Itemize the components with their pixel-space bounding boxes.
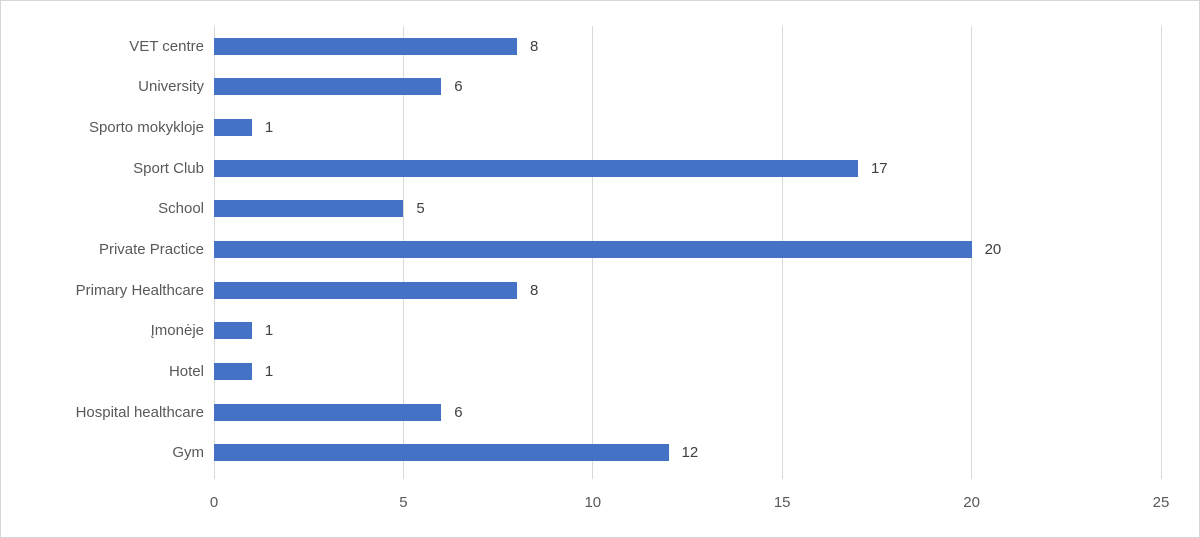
x-tick-label: 5	[399, 494, 408, 511]
bar	[214, 403, 442, 421]
bar	[214, 281, 518, 299]
bar-cell: 5	[214, 189, 1161, 230]
value-label: 1	[264, 119, 274, 137]
value-label: 6	[454, 78, 463, 96]
category-label: VET centre	[129, 37, 204, 55]
bar	[214, 200, 404, 218]
bar-rows: VET centre 8 University 6 Sporto mokykloje 1 S…	[1, 26, 1161, 473]
x-tick-label: 10	[584, 494, 602, 511]
bar	[214, 119, 252, 137]
value-label: 1	[264, 322, 274, 340]
x-tick-label: 20	[963, 494, 980, 511]
bar-cell: 1	[214, 107, 1161, 148]
gridline	[1160, 26, 1162, 479]
bar-cell: 17	[214, 148, 1161, 189]
bar-row: Private Practice 20	[1, 229, 1161, 270]
bar	[214, 78, 442, 96]
bar	[214, 444, 669, 462]
category-label: Primary Healthcare	[75, 281, 204, 299]
bar-row: Hospital healthcare 6	[1, 392, 1161, 433]
bar-cell: 8	[214, 26, 1161, 67]
bar-cell: 1	[214, 351, 1161, 392]
bar-row: Hotel 1	[1, 351, 1161, 392]
x-tick-label: 15	[773, 494, 791, 511]
bar-row: Sporto mokykloje 1	[1, 107, 1161, 148]
bar	[214, 159, 858, 177]
bar-row: Sport Club 17	[1, 148, 1161, 189]
gridline	[971, 26, 973, 479]
bar	[214, 37, 518, 55]
bar-row: Įmonėje 1	[1, 310, 1161, 351]
bar-cell: 8	[214, 270, 1161, 311]
x-axis: 0 5 10 15 20 25	[210, 492, 1170, 514]
value-label: 8	[530, 281, 539, 299]
x-tick-label: 25	[1152, 494, 1170, 511]
bar	[214, 241, 972, 259]
x-tick-label: 0	[209, 494, 219, 511]
category-label: Sporto mokykloje	[88, 119, 204, 137]
bar-cell: 6	[214, 67, 1161, 108]
bar-cell: 1	[214, 310, 1161, 351]
value-label: 17	[870, 159, 888, 177]
value-label: 5	[416, 200, 425, 218]
category-label: Private Practice	[98, 241, 204, 259]
category-label: Gym	[172, 444, 204, 462]
category-label: Sport Club	[133, 159, 204, 177]
category-label: Hotel	[168, 362, 204, 380]
bar-cell: 20	[214, 229, 1161, 270]
value-label: 12	[681, 444, 699, 462]
bar-cell: 6	[214, 392, 1161, 433]
value-label: 1	[264, 362, 274, 380]
bar-row: School 5	[1, 189, 1161, 230]
value-label: 6	[454, 403, 463, 421]
bar-row: Gym 12	[1, 432, 1161, 473]
category-label: Hospital healthcare	[75, 403, 204, 421]
bar-row: VET centre 8	[1, 26, 1161, 67]
bar	[214, 362, 252, 380]
value-label: 20	[984, 241, 1002, 259]
category-label: University	[138, 78, 204, 96]
bar-row: Primary Healthcare 8	[1, 270, 1161, 311]
bar	[214, 322, 252, 340]
bar-row: University 6	[1, 67, 1161, 108]
category-label: Įmonėje	[150, 322, 204, 340]
category-label: School	[158, 200, 204, 218]
bar-cell: 12	[214, 432, 1161, 473]
value-label: 8	[530, 37, 539, 55]
